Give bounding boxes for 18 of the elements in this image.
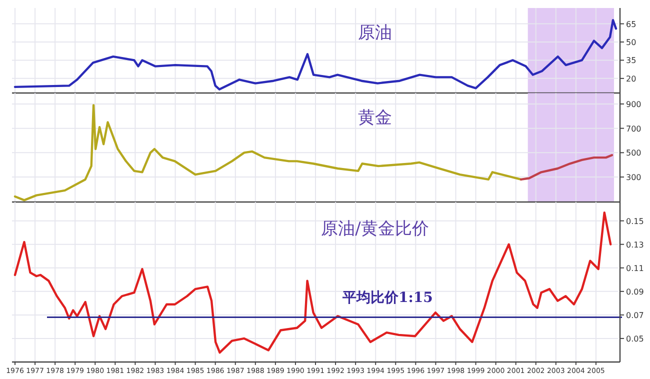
y-tick-label: 35 — [626, 56, 636, 66]
y-tick-label: 0.11 — [626, 264, 644, 273]
y-tick-label: 0.13 — [626, 240, 644, 250]
y-tick-label: 0.09 — [626, 287, 644, 296]
text: 黄金 — [358, 108, 392, 128]
text: 原油/黄金比价 — [321, 219, 429, 239]
y-tick-label: 0.15 — [626, 216, 644, 226]
y-tick-label: 65 — [626, 20, 636, 29]
annotation: 平均比价1:15 — [342, 290, 433, 306]
y-tick-label: 20 — [626, 74, 636, 84]
y-tick-label: 700 — [626, 124, 642, 134]
y-tick-label: 500 — [626, 148, 642, 158]
text: 原油 — [358, 23, 392, 43]
y-tick-label: 300 — [626, 173, 642, 182]
y-tick-label: 900 — [626, 100, 642, 109]
y-tick-label: 0.05 — [626, 334, 644, 344]
y-tick-label: 50 — [626, 38, 636, 47]
y-tick-label: 0.07 — [626, 310, 644, 320]
